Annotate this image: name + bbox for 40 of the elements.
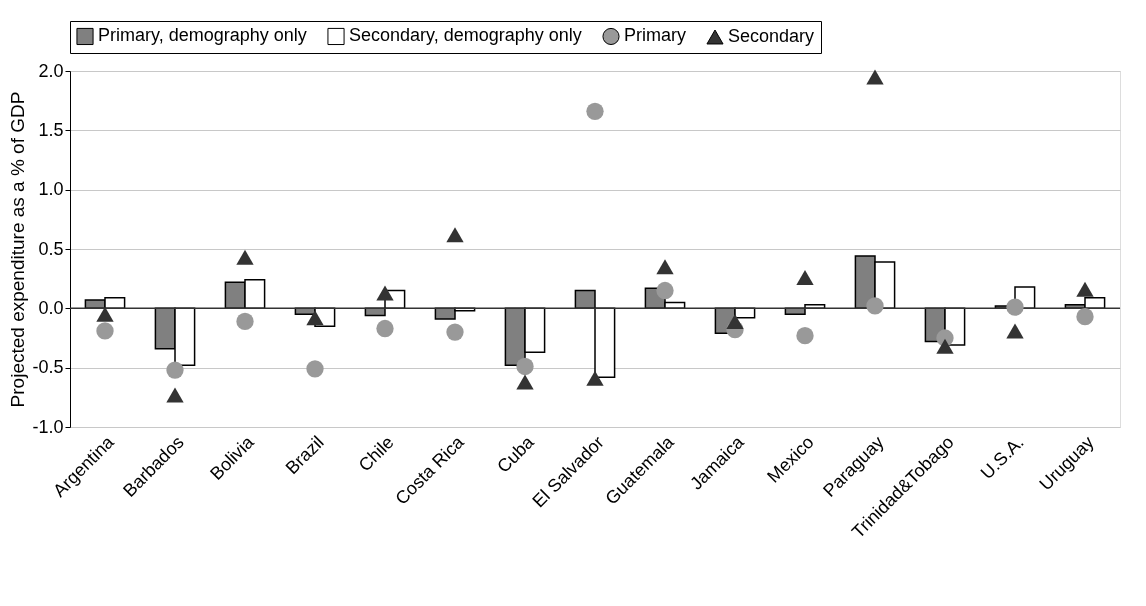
legend-label: Secondary: [728, 26, 815, 46]
y-tick-label: 1.0: [38, 179, 64, 200]
legend-label: Primary, demography only: [98, 25, 307, 46]
point: [726, 313, 744, 329]
point: [1006, 323, 1024, 339]
point: [586, 102, 604, 120]
point: [1076, 281, 1094, 297]
point: [376, 319, 394, 338]
y-tick-label: 1.5: [38, 119, 64, 140]
point: [516, 357, 534, 376]
y-tick-label: -1.0: [32, 416, 64, 437]
point: [516, 374, 534, 390]
legend-label: Secondary, demography only: [349, 25, 582, 46]
point: [306, 310, 324, 326]
point: [166, 361, 184, 379]
y-tick-label: 2.0: [38, 60, 64, 81]
y-tick-label: 0.5: [38, 238, 64, 259]
point: [96, 322, 114, 340]
point: [1006, 298, 1024, 316]
point: [166, 387, 184, 403]
point: [306, 360, 324, 378]
point: [1076, 308, 1094, 326]
point: [936, 338, 954, 354]
point: [446, 227, 464, 243]
y-axis-title: Projected expenditure as a % of GDP: [7, 91, 29, 408]
point: [586, 370, 604, 386]
point: [656, 259, 674, 275]
y-tick-label: 0.0: [38, 297, 64, 318]
point: [446, 323, 464, 341]
point: [376, 285, 394, 301]
point: [236, 249, 254, 265]
point: [796, 326, 814, 345]
point: [866, 69, 884, 85]
y-tick-label: -0.5: [32, 357, 64, 378]
point: [866, 297, 884, 315]
legend-label: Primary: [624, 25, 686, 46]
point: [656, 281, 674, 300]
point: [96, 306, 114, 322]
point: [796, 269, 814, 285]
point: [236, 312, 254, 331]
